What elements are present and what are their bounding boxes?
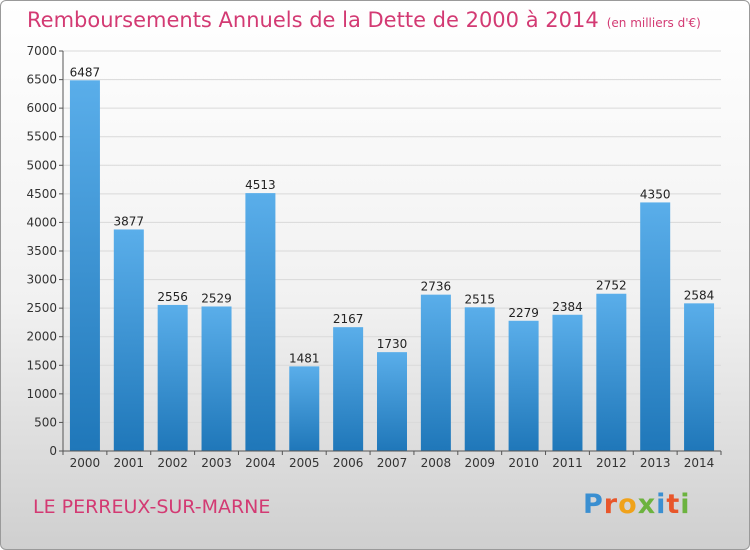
bar-2000: [69, 80, 100, 452]
y-tick-label: 3500: [26, 244, 57, 258]
value-label-2012: 2752: [596, 279, 627, 293]
bar-2011: [552, 314, 583, 451]
bar-2009: [464, 307, 495, 451]
value-label-2013: 4350: [640, 187, 671, 201]
proxiti-logo: Proxiti: [583, 489, 691, 520]
y-tick-label: 2000: [26, 330, 57, 344]
logo-letter: P: [583, 489, 604, 520]
logo-letter: i: [680, 489, 691, 520]
x-tick-label-2010: 2010: [508, 456, 539, 470]
x-tick-label-2008: 2008: [421, 456, 452, 470]
y-tick-label: 0: [49, 444, 57, 458]
y-tick-label: 6500: [26, 73, 57, 87]
bar-2012: [596, 293, 627, 451]
labels: 0 500 1000 1500 2000 2500 3000 3500 4000 4500 5000…: [26, 44, 714, 470]
value-label-2010: 2279: [508, 306, 539, 320]
value-label-2006: 2167: [333, 312, 364, 326]
y-tick-label: 5500: [26, 130, 57, 144]
bar-2001: [113, 229, 144, 451]
value-label-2005: 1481: [289, 351, 320, 365]
bar-2006: [333, 327, 364, 451]
bar-2007: [377, 352, 407, 451]
x-tick-label-2012: 2012: [596, 456, 627, 470]
x-tick-label-2007: 2007: [377, 456, 408, 470]
x-tick-label-2002: 2002: [157, 456, 188, 470]
x-tick-label-2006: 2006: [333, 456, 364, 470]
city-name: LE PERREUX-SUR-MARNE: [33, 496, 271, 518]
x-tick-label-2014: 2014: [684, 456, 715, 470]
value-label-2002: 2556: [157, 290, 188, 304]
x-tick-label-2000: 2000: [70, 456, 101, 470]
x-tick-label-2003: 2003: [201, 456, 232, 470]
y-tick-label: 4500: [26, 187, 57, 201]
y-tick-label: 1500: [26, 358, 57, 372]
bar-2014: [684, 303, 715, 451]
value-label-2014: 2584: [684, 288, 715, 302]
chart-subtitle: (en milliers d'€): [606, 16, 701, 30]
axes: [59, 50, 722, 455]
bar-2003: [201, 306, 232, 451]
bars: [69, 80, 715, 452]
y-tick-label: 1000: [26, 387, 57, 401]
logo-letter: x: [637, 489, 657, 520]
x-tick-label-2011: 2011: [552, 456, 583, 470]
x-tick-label-2005: 2005: [289, 456, 320, 470]
value-label-2007: 1730: [377, 337, 408, 351]
value-label-2008: 2736: [421, 280, 452, 294]
x-tick-label-2001: 2001: [114, 456, 145, 470]
chart-title: Remboursements Annuels de la Dette de 20…: [27, 8, 701, 32]
y-tick-label: 2500: [26, 301, 57, 315]
value-label-2009: 2515: [464, 292, 495, 306]
y-tick-label: 7000: [26, 44, 57, 58]
y-tick-label: 5000: [26, 158, 57, 172]
logo-letter: o: [618, 489, 638, 520]
value-label-2001: 3877: [114, 214, 145, 228]
logo-letter: r: [603, 489, 619, 520]
value-label-2000: 6487: [70, 65, 101, 79]
x-tick-label-2009: 2009: [464, 456, 495, 470]
value-label-2011: 2384: [552, 300, 583, 314]
value-label-2004: 4513: [245, 178, 276, 192]
y-tick-label: 500: [34, 415, 57, 429]
y-tick-label: 4000: [26, 215, 57, 229]
chart-title-text: Remboursements Annuels de la Dette de 20…: [27, 8, 599, 32]
logo-letter: t: [666, 489, 681, 520]
bar-2008: [420, 294, 451, 451]
logo-letter: i: [656, 489, 667, 520]
x-tick-label-2004: 2004: [245, 456, 276, 470]
bar-2002: [157, 304, 188, 451]
bar-2005: [289, 366, 320, 451]
y-tick-label: 3000: [26, 273, 57, 287]
bar-2004: [245, 193, 276, 451]
x-tick-label-2013: 2013: [640, 456, 671, 470]
y-tick-label: 6000: [26, 101, 57, 115]
bar-2013: [640, 202, 671, 451]
value-label-2003: 2529: [201, 291, 232, 305]
bar-2010: [508, 320, 539, 451]
